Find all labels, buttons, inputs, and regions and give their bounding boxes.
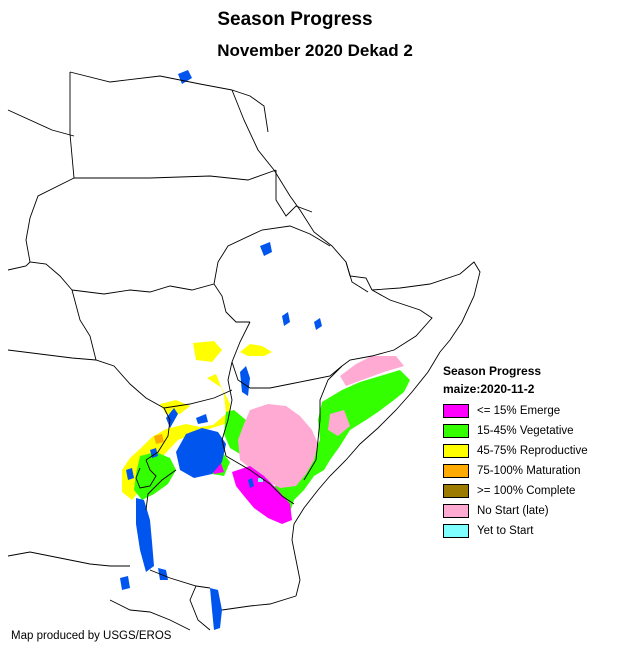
legend-swatch bbox=[443, 484, 469, 498]
legend-label: 45-75% Reproductive bbox=[477, 445, 588, 457]
legend-label: No Start (late) bbox=[477, 505, 549, 517]
border-kenya-somalia bbox=[303, 365, 343, 481]
lake-mweru bbox=[120, 576, 130, 590]
east-coast bbox=[291, 523, 301, 597]
reproductive-area bbox=[193, 341, 222, 362]
map-subtitle: November 2020 Dekad 2 bbox=[217, 41, 413, 60]
legend-item: 75-100% Maturation bbox=[443, 463, 581, 479]
legend-item: <= 15% Emerge bbox=[443, 403, 560, 419]
legend-label: 15-45% Vegetative bbox=[477, 425, 574, 437]
border-kenya-tanzania bbox=[225, 455, 295, 505]
legend-subtitle: maize:2020-11-2 bbox=[443, 382, 535, 396]
no-start-area bbox=[328, 410, 350, 436]
season-progress-layer bbox=[122, 341, 410, 524]
border-djibouti bbox=[345, 261, 373, 291]
lake-ziway bbox=[314, 318, 322, 330]
lake-albert bbox=[166, 408, 178, 428]
legend-item: No Start (late) bbox=[443, 503, 549, 519]
legend-label: 75-100% Maturation bbox=[477, 465, 581, 477]
somaliland bbox=[371, 261, 481, 353]
legend-item: Yet to Start bbox=[443, 523, 533, 539]
legend-item: 15-45% Vegetative bbox=[443, 423, 574, 439]
legend-label: >= 100% Complete bbox=[477, 485, 576, 497]
lake-kyoga bbox=[196, 414, 208, 424]
border-egypt-coast bbox=[69, 71, 233, 91]
border-egypt-libya bbox=[69, 72, 75, 179]
lake-natron bbox=[248, 478, 254, 488]
red-sea-coast-west bbox=[231, 89, 369, 293]
lake-kivu bbox=[126, 468, 134, 480]
map-credit: Map produced by USGS/EROS bbox=[11, 630, 172, 642]
border-sudan-southsudan bbox=[71, 283, 250, 323]
emerge-area bbox=[232, 466, 292, 524]
border-tanzania-mozambique bbox=[221, 595, 297, 611]
lake-abaya bbox=[282, 312, 290, 326]
country-borders bbox=[7, 71, 481, 631]
lake-victoria bbox=[176, 428, 226, 478]
yet-to-start-area bbox=[258, 478, 263, 482]
southern-borders bbox=[109, 599, 191, 631]
border-tanzania-west bbox=[145, 469, 177, 511]
border-drc-zambia bbox=[7, 551, 130, 567]
lake-turkana bbox=[240, 366, 250, 396]
border-rwanda-burundi bbox=[135, 459, 157, 489]
lake-tana bbox=[260, 242, 272, 256]
legend-swatch bbox=[443, 504, 469, 518]
no-start-area bbox=[340, 356, 404, 386]
border-eritrea bbox=[275, 170, 313, 217]
legend-swatch bbox=[443, 404, 469, 418]
border-ethiopia-somalia bbox=[341, 289, 433, 367]
legend-title: Season Progress bbox=[443, 364, 542, 378]
reproductive-area bbox=[160, 400, 190, 414]
legend-label: <= 15% Emerge bbox=[477, 405, 561, 417]
legend: Season Progress maize:2020-11-2 <= 15% E… bbox=[443, 362, 623, 538]
map-title: Season Progress bbox=[217, 9, 373, 30]
border-ethiopia-north bbox=[213, 225, 331, 285]
border-uganda-drc bbox=[145, 407, 171, 461]
border-kenya-uganda bbox=[221, 361, 233, 457]
vegetative-area bbox=[134, 452, 176, 500]
no-start-area bbox=[238, 404, 318, 488]
border-chad-sudan bbox=[25, 177, 75, 291]
legend-swatch bbox=[443, 464, 469, 478]
lake-rukwa bbox=[158, 568, 168, 580]
reproductive-area bbox=[240, 344, 272, 356]
border-car bbox=[7, 349, 165, 409]
legend-item: >= 100% Complete bbox=[443, 483, 575, 499]
legend-swatch bbox=[443, 444, 469, 458]
border-tanzania-zambia bbox=[149, 569, 211, 589]
border-libya-west bbox=[7, 109, 75, 137]
legend-swatch bbox=[443, 524, 469, 538]
sinai bbox=[231, 89, 269, 133]
maturation-area bbox=[154, 434, 164, 444]
border-uganda-southsudan bbox=[163, 389, 233, 409]
lake-malawi bbox=[210, 588, 222, 630]
lake-tanganyika bbox=[136, 498, 154, 572]
somalia-coast bbox=[293, 351, 441, 525]
border-egypt-sudan bbox=[74, 169, 277, 181]
border-ethiopia-west bbox=[231, 321, 343, 389]
legend-item: 45-75% Reproductive bbox=[443, 443, 588, 459]
border-car-north bbox=[71, 289, 97, 361]
border-chad-west bbox=[7, 261, 31, 271]
legend-label: Yet to Start bbox=[477, 525, 534, 537]
legend-swatch bbox=[443, 424, 469, 438]
border-zambia-malawi bbox=[189, 585, 211, 631]
